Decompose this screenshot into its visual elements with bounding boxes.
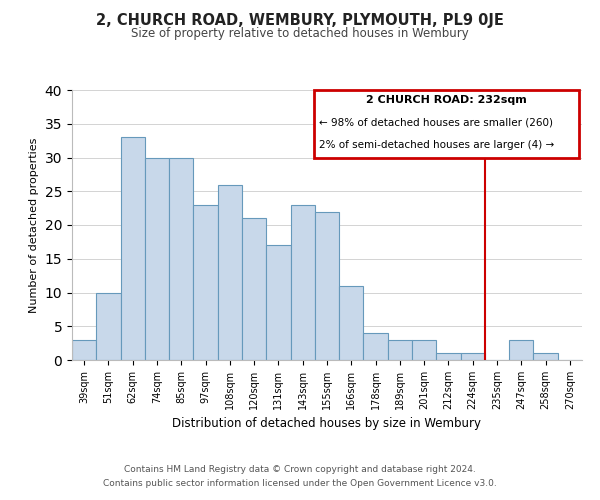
- Bar: [242, 218, 266, 360]
- X-axis label: Distribution of detached houses by size in Wembury: Distribution of detached houses by size …: [173, 418, 482, 430]
- Text: ← 98% of detached houses are smaller (260): ← 98% of detached houses are smaller (26…: [319, 118, 553, 128]
- Bar: [290, 205, 315, 360]
- Text: 2, CHURCH ROAD, WEMBURY, PLYMOUTH, PL9 0JE: 2, CHURCH ROAD, WEMBURY, PLYMOUTH, PL9 0…: [96, 12, 504, 28]
- Bar: [364, 333, 388, 360]
- FancyBboxPatch shape: [314, 90, 580, 158]
- Bar: [509, 340, 533, 360]
- Bar: [169, 158, 193, 360]
- Bar: [388, 340, 412, 360]
- Text: 2 CHURCH ROAD: 232sqm: 2 CHURCH ROAD: 232sqm: [367, 96, 527, 106]
- Text: 2% of semi-detached houses are larger (4) →: 2% of semi-detached houses are larger (4…: [319, 140, 554, 150]
- Bar: [218, 184, 242, 360]
- Bar: [266, 245, 290, 360]
- Text: Size of property relative to detached houses in Wembury: Size of property relative to detached ho…: [131, 28, 469, 40]
- Bar: [412, 340, 436, 360]
- Bar: [193, 205, 218, 360]
- Bar: [461, 353, 485, 360]
- Bar: [121, 137, 145, 360]
- Text: Contains HM Land Registry data © Crown copyright and database right 2024.
Contai: Contains HM Land Registry data © Crown c…: [103, 466, 497, 487]
- Bar: [96, 292, 121, 360]
- Bar: [533, 353, 558, 360]
- Bar: [145, 158, 169, 360]
- Bar: [436, 353, 461, 360]
- Bar: [339, 286, 364, 360]
- Bar: [72, 340, 96, 360]
- Bar: [315, 212, 339, 360]
- Y-axis label: Number of detached properties: Number of detached properties: [29, 138, 39, 312]
